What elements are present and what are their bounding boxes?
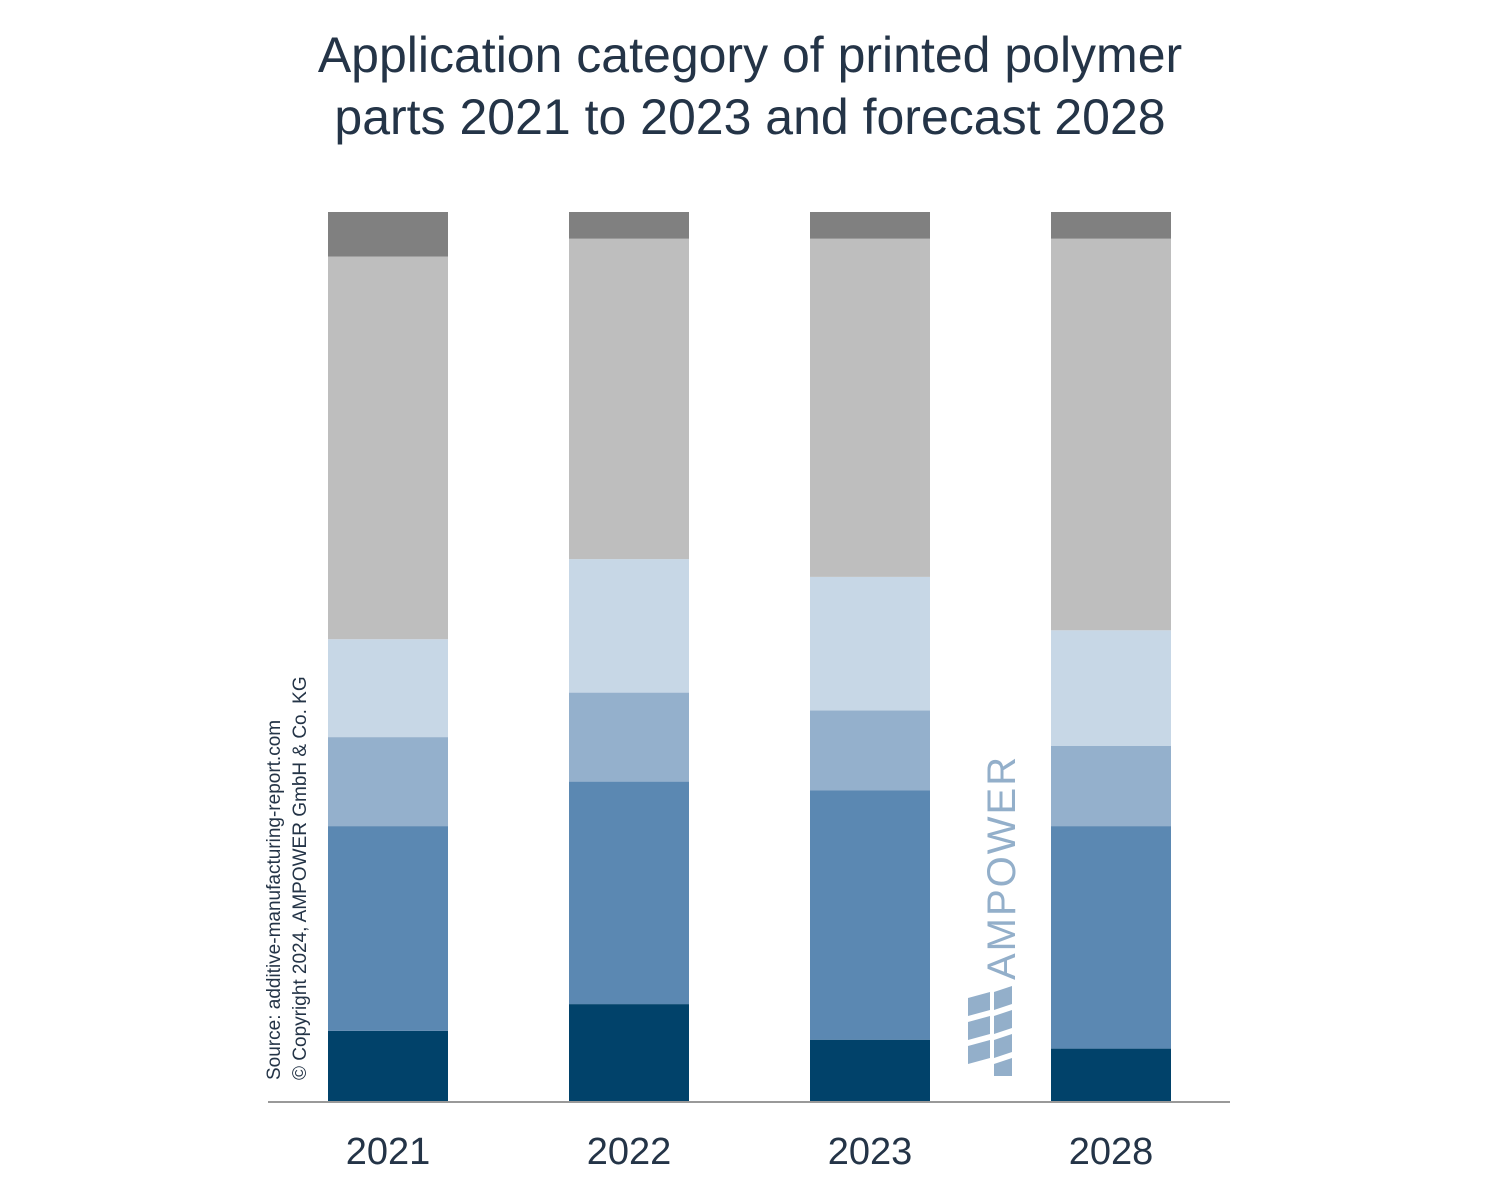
bar-segment-2028-s6 xyxy=(1051,212,1171,239)
bar-segment-2022-s2 xyxy=(569,781,689,1005)
copyright-text: © Copyright 2024, AMPOWER GmbH & Co. KG xyxy=(290,676,311,1080)
source-note: Source: additive-manufacturing-report.co… xyxy=(262,676,314,1080)
chart-title: Application category of printed polymer … xyxy=(0,24,1500,148)
bar-segment-2021-s4 xyxy=(328,639,448,738)
ampower-logo-text: AMPOWER xyxy=(980,754,1024,980)
bars-group xyxy=(328,212,1171,1102)
bar-segment-2023-s3 xyxy=(810,710,930,791)
bar-segment-2022-s5 xyxy=(569,238,689,560)
bar-segment-2021-s5 xyxy=(328,256,448,640)
bar-segment-2021-s2 xyxy=(328,826,448,1031)
bar-segment-2028-s1 xyxy=(1051,1048,1171,1102)
bar-segment-2023-s4 xyxy=(810,576,930,711)
bar-segment-2028-s5 xyxy=(1051,238,1171,631)
x-tick-label-2023: 2023 xyxy=(828,1131,913,1173)
x-tick-label-2028: 2028 xyxy=(1069,1131,1154,1173)
source-url-text: Source: additive-manufacturing-report.co… xyxy=(264,719,285,1080)
bar-segment-2022-s6 xyxy=(569,212,689,239)
x-tick-label-2022: 2022 xyxy=(587,1131,672,1173)
bar-segment-2021-s1 xyxy=(328,1030,448,1102)
bar-segment-2023-s5 xyxy=(810,238,930,577)
bar-segment-2022-s1 xyxy=(569,1004,689,1102)
bar-segment-2022-s4 xyxy=(569,559,689,693)
chart-title-line1: Application category of printed polymer xyxy=(317,27,1183,83)
ampower-logo-mark-icon xyxy=(968,986,1012,1076)
bar-segment-2028-s2 xyxy=(1051,826,1171,1049)
x-axis-labels: 2021 2022 2023 2028 xyxy=(346,1131,1154,1173)
bar-segment-2021-s6 xyxy=(328,212,448,257)
bar-segment-2028-s4 xyxy=(1051,630,1171,746)
bar-segment-2023-s6 xyxy=(810,212,930,239)
bar-segment-2023-s2 xyxy=(810,790,930,1040)
bar-segment-2023-s1 xyxy=(810,1039,930,1102)
bar-segment-2021-s3 xyxy=(328,737,448,827)
bar-segment-2022-s3 xyxy=(569,692,689,782)
x-tick-label-2021: 2021 xyxy=(346,1131,431,1173)
chart-title-line2: parts 2021 to 2023 and forecast 2028 xyxy=(334,89,1166,145)
bar-segment-2028-s3 xyxy=(1051,746,1171,827)
